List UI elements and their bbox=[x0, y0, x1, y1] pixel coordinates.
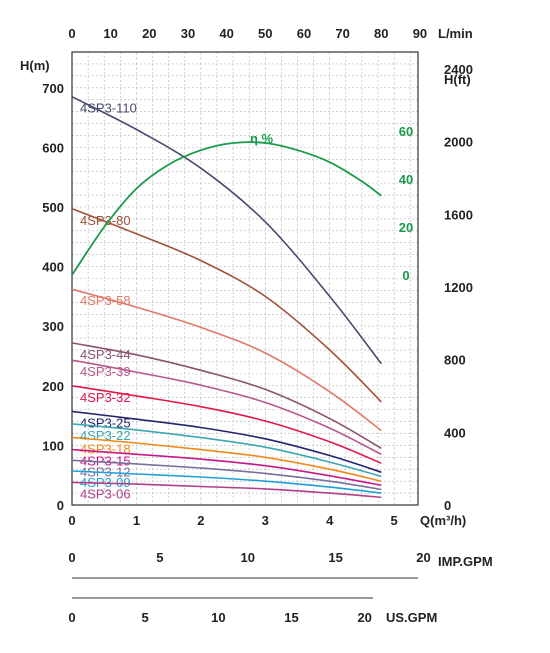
y-left-tick-label: 0 bbox=[57, 498, 64, 513]
us-gpm-tick-label: 15 bbox=[284, 610, 298, 625]
y-left-tick-label: 100 bbox=[42, 438, 64, 453]
curve-label-4sp3-110: 4SP3-110 bbox=[80, 101, 137, 116]
x-top-tick-label: 60 bbox=[297, 26, 311, 41]
x-tick-label: 0 bbox=[68, 513, 75, 528]
imp-gpm-tick-label: 0 bbox=[68, 550, 75, 565]
x-top-tick-label: 50 bbox=[258, 26, 272, 41]
y-left-tick-label: 200 bbox=[42, 379, 64, 394]
y-right-tick-label: 1200 bbox=[444, 280, 473, 295]
curve-4sp3-09 bbox=[71, 470, 382, 494]
x-top-tick-label: 40 bbox=[219, 26, 233, 41]
curve-label-4sp3-15: 4SP3-15 bbox=[80, 454, 131, 469]
efficiency-curve bbox=[71, 141, 382, 276]
curve-label-4sp3-39: 4SP3-39 bbox=[80, 364, 131, 379]
us-gpm-axis-title: US.GPM bbox=[386, 610, 437, 625]
x-top-tick-label: 10 bbox=[103, 26, 117, 41]
efficiency-tick-label: 40 bbox=[399, 172, 413, 187]
curve-4sp3-22 bbox=[71, 423, 382, 478]
y-left-axis-title: H(m) bbox=[20, 58, 50, 73]
x-top-tick-label: 90 bbox=[413, 26, 427, 41]
us-gpm-tick-label: 20 bbox=[357, 610, 371, 625]
x-top-tick-label: 20 bbox=[142, 26, 156, 41]
x-top-tick-label: 0 bbox=[68, 26, 75, 41]
curve-4sp3-15 bbox=[71, 448, 382, 487]
y-left-tick-label: 400 bbox=[42, 260, 64, 275]
imp-gpm-tick-label: 20 bbox=[416, 550, 430, 565]
x-tick-label: 3 bbox=[262, 513, 269, 528]
x-tick-label: 1 bbox=[133, 513, 140, 528]
curve-4sp3-06 bbox=[71, 481, 382, 499]
y-right-tick-label: 2000 bbox=[444, 135, 473, 150]
x-tick-label: 2 bbox=[197, 513, 204, 528]
us-gpm-tick-label: 5 bbox=[142, 610, 149, 625]
x-top-tick-label: 70 bbox=[335, 26, 349, 41]
imp-gpm-axis-title: IMP.GPM bbox=[438, 554, 493, 569]
curve-4sp3-39 bbox=[71, 359, 382, 456]
curve-label-4sp3-44: 4SP3-44 bbox=[80, 347, 131, 362]
x-top-axis-title: L/min bbox=[438, 26, 473, 41]
curve-4sp3-18 bbox=[71, 436, 382, 482]
x-top-tick-label: 30 bbox=[181, 26, 195, 41]
efficiency-curve-group bbox=[71, 141, 382, 276]
curve-4sp3-58 bbox=[71, 288, 382, 432]
curve-4sp3-110 bbox=[71, 95, 382, 365]
y-left-tick-label: 600 bbox=[42, 140, 64, 155]
x-top-tick-label: 80 bbox=[374, 26, 388, 41]
efficiency-tick-label: 20 bbox=[399, 220, 413, 235]
imp-gpm-tick-label: 10 bbox=[241, 550, 255, 565]
us-gpm-tick-label: 0 bbox=[68, 610, 75, 625]
pump-curves: 4SP3-110 4SP3-80 4SP3-58 4SP3-44 4SP3-39 4SP3… bbox=[71, 95, 382, 501]
curve-4sp3-80 bbox=[71, 208, 382, 403]
secondary-flow-axes: 0 5 10 15 20 IMP.GPM 0 5 10 15 20 US.GPM bbox=[68, 550, 492, 625]
curve-label-4sp3-80: 4SP3-80 bbox=[80, 213, 131, 228]
x-axis-title: Q(m³/h) bbox=[420, 513, 466, 528]
y-left-tick-label: 700 bbox=[42, 81, 64, 96]
curve-4sp3-12 bbox=[71, 459, 382, 491]
y-left-tick-label: 500 bbox=[42, 200, 64, 215]
efficiency-axis-title: η % bbox=[250, 131, 274, 146]
imp-gpm-tick-label: 15 bbox=[328, 550, 342, 565]
y-left-tick-label: 300 bbox=[42, 319, 64, 334]
curve-4sp3-25 bbox=[71, 410, 382, 473]
curve-label-4sp3-25: 4SP3-25 bbox=[80, 415, 131, 430]
curve-4sp3-32 bbox=[71, 385, 382, 465]
x-tick-label: 4 bbox=[326, 513, 334, 528]
imp-gpm-tick-label: 5 bbox=[156, 550, 163, 565]
y-right-tick-label: 2400 bbox=[444, 62, 473, 77]
efficiency-tick-label: 0 bbox=[402, 268, 409, 283]
curve-label-4sp3-58: 4SP3-58 bbox=[80, 293, 131, 308]
efficiency-tick-label: 60 bbox=[399, 124, 413, 139]
us-gpm-tick-label: 10 bbox=[211, 610, 225, 625]
y-right-axis-title: H(ft) bbox=[444, 72, 471, 87]
y-right-tick-label: 800 bbox=[444, 353, 466, 368]
y-right-tick-label: 400 bbox=[444, 425, 466, 440]
y-right-tick-label: 0 bbox=[444, 498, 451, 513]
plot-border bbox=[71, 51, 419, 506]
curve-label-4sp3-06: 4SP3-06 bbox=[80, 486, 131, 501]
y-right-tick-label: 1600 bbox=[444, 207, 473, 222]
curve-4sp3-44 bbox=[71, 342, 382, 450]
plot-frame bbox=[71, 51, 419, 506]
curve-label-4sp3-32: 4SP3-32 bbox=[80, 390, 131, 405]
x-tick-label: 5 bbox=[391, 513, 398, 528]
